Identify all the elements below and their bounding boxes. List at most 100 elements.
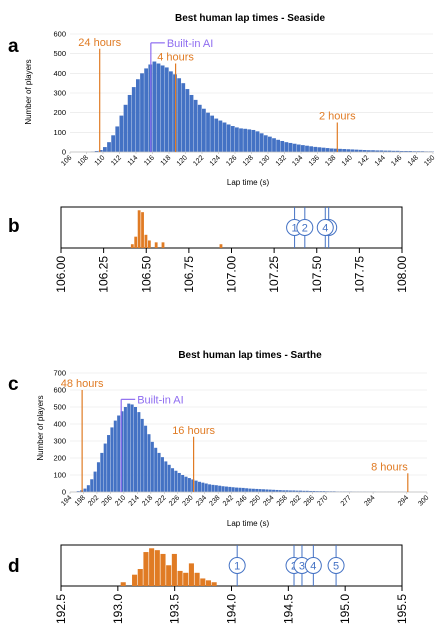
histogram-bar (305, 145, 309, 152)
annotation-label: 48 hours (61, 378, 104, 390)
annotation-label: 8 hours (371, 461, 408, 473)
agent-label: 3 (299, 561, 305, 573)
panel-label-a: a (8, 36, 19, 57)
histogram-bar (350, 149, 355, 152)
human-bar (177, 570, 183, 586)
histogram-bar (157, 452, 161, 492)
y-tick-label: 600 (53, 386, 66, 395)
histogram-bar (255, 488, 259, 492)
histogram-bar (245, 488, 249, 492)
histogram-bar (342, 149, 347, 152)
histogram-bar (292, 143, 297, 152)
histogram-bar (177, 78, 182, 152)
histogram-bar (137, 412, 141, 492)
histogram-bar (230, 126, 235, 152)
histogram-bar (150, 441, 154, 492)
histogram-bar (243, 128, 248, 152)
histogram-bar (299, 490, 303, 492)
histogram-bar (251, 488, 255, 492)
x-tick-label: 108.00 (395, 256, 409, 293)
x-tick-label: 195.5 (395, 594, 409, 624)
y-tick-label: 300 (53, 437, 66, 446)
x-tick-label: 193.0 (111, 594, 125, 624)
annotation-label: 16 hours (172, 425, 215, 437)
agent-circle (304, 557, 322, 574)
histogram-bar (309, 146, 314, 152)
histogram-bar (197, 481, 201, 492)
panel-a-title: Best human lap times - Seaside (175, 13, 325, 24)
histogram-bar (231, 487, 235, 492)
histogram-bar (313, 146, 318, 152)
histogram-bar (239, 128, 243, 152)
x-tick-label: 194.0 (225, 594, 239, 624)
histogram-bar (362, 150, 367, 152)
histogram-bar (371, 150, 375, 152)
y-tick-label: 400 (53, 69, 66, 78)
histogram-bar (312, 490, 316, 492)
histogram-bar (93, 471, 97, 492)
histogram-bar (204, 483, 208, 492)
histogram-bar (255, 131, 260, 152)
histogram-bar (96, 462, 100, 492)
y-tick-label: 100 (53, 471, 66, 480)
human-bar (144, 234, 148, 248)
histogram-bar (107, 142, 111, 152)
histogram-bar (379, 150, 384, 152)
histogram-bar (208, 484, 212, 492)
histogram-bar (284, 142, 289, 152)
histogram-bar (164, 461, 168, 492)
y-tick-label: 200 (53, 454, 66, 463)
human-bar (188, 563, 194, 586)
y-tick-label: 0 (62, 488, 66, 497)
histogram-bar (258, 489, 262, 492)
human-bar (160, 553, 166, 586)
panel-c-ylabel: Number of players (36, 395, 45, 460)
panel-label-c: c (8, 374, 19, 395)
histogram-bar (391, 150, 396, 152)
human-bar (205, 580, 212, 586)
human-bar (154, 550, 160, 586)
histogram-bar (214, 485, 218, 492)
histogram-bar (140, 73, 144, 152)
human-bar (219, 244, 223, 248)
histogram-bar (288, 142, 293, 152)
histogram-bar (218, 485, 222, 492)
histogram-bar (136, 79, 140, 152)
histogram-bar (185, 89, 190, 152)
histogram-bar (90, 479, 94, 492)
histogram-bar (309, 490, 313, 492)
histogram-bar (127, 403, 131, 492)
histogram-bar (119, 115, 124, 152)
histogram-bar (321, 147, 326, 152)
histogram-bar (319, 491, 323, 492)
histogram-bar (268, 489, 272, 492)
y-tick-label: 500 (53, 403, 66, 412)
histogram-bar (387, 150, 392, 152)
histogram-bar (221, 486, 225, 492)
histogram-bar (358, 149, 363, 152)
histogram-bar (275, 489, 279, 492)
histogram-bar (218, 120, 223, 152)
human-bar (147, 240, 151, 248)
histogram-bar (296, 144, 301, 152)
histogram-bar (247, 129, 252, 152)
x-tick-label: 106.75 (182, 256, 196, 293)
agent-label: 2 (302, 223, 308, 235)
histogram-bar (375, 150, 380, 152)
histogram-bar (133, 407, 138, 492)
human-bar (141, 212, 144, 248)
agent-label: 4 (322, 223, 328, 235)
x-tick-label: 107.00 (225, 256, 239, 293)
histogram-bar (123, 104, 128, 152)
agent-label: 4 (310, 561, 316, 573)
histogram-bar (197, 104, 202, 152)
histogram-bar (228, 486, 232, 492)
histogram-bar (107, 435, 111, 492)
x-tick-label: 192.5 (54, 594, 68, 624)
histogram-bar (302, 490, 306, 492)
x-tick-label: 107.75 (352, 256, 366, 293)
histogram-bar (206, 112, 210, 152)
annotation-label: Built-in AI (137, 394, 183, 406)
annotation-label: 24 hours (78, 37, 121, 49)
